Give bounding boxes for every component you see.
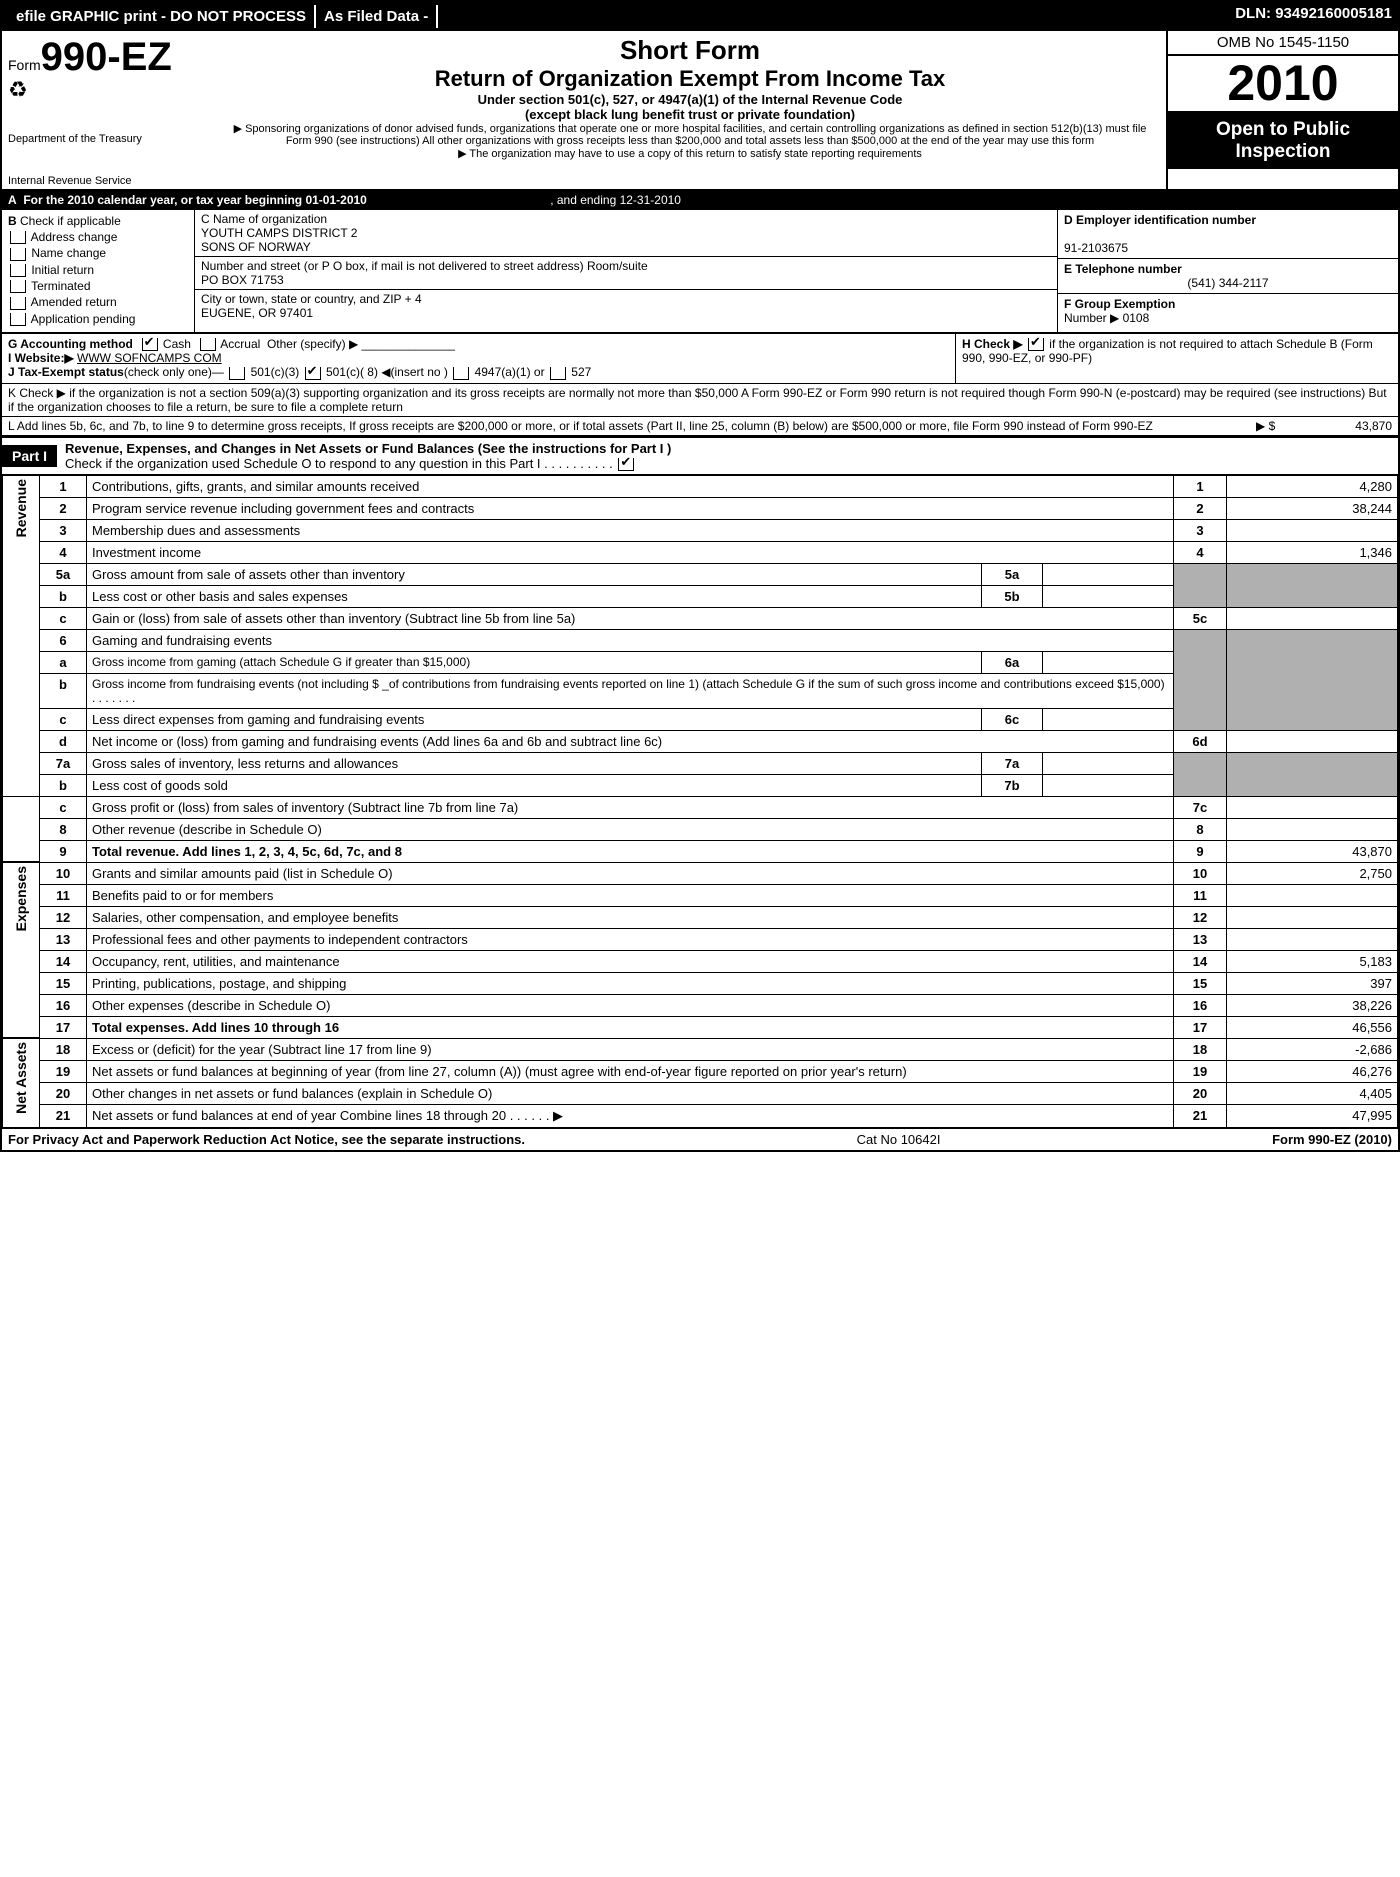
- cb-sched-o[interactable]: [618, 458, 634, 471]
- row-l: L Add lines 5b, 6c, and 7b, to line 9 to…: [2, 417, 1398, 436]
- c-city-label: City or town, state or country, and ZIP …: [201, 292, 1051, 306]
- dln-label: DLN: 93492160005181: [1229, 2, 1398, 31]
- subtitle-1: Under section 501(c), 527, or 4947(a)(1)…: [222, 92, 1158, 107]
- cb-cash[interactable]: [142, 338, 158, 351]
- irs-label: Internal Revenue Service: [8, 175, 208, 187]
- cb-h[interactable]: [1028, 338, 1044, 351]
- cb-pending[interactable]: Application pending: [8, 312, 188, 326]
- org-name: YOUTH CAMPS DISTRICT 2 SONS OF NORWAY: [201, 226, 1051, 254]
- part-1-table: Revenue 1Contributions, gifts, grants, a…: [2, 475, 1398, 1128]
- group-exemption: Number ▶ 0108: [1064, 311, 1149, 325]
- asfiled-label: As Filed Data -: [316, 5, 438, 28]
- org-city: EUGENE, OR 97401: [201, 306, 1051, 320]
- tax-year: 2010: [1168, 56, 1398, 113]
- website[interactable]: WWW SOFNCAMPS COM: [77, 351, 222, 365]
- block-g: G Accounting method Cash Accrual Other (…: [2, 334, 1398, 384]
- omb-number: OMB No 1545-1150: [1168, 31, 1398, 56]
- ein: 91-2103675: [1064, 241, 1128, 255]
- footer: For Privacy Act and Paperwork Reduction …: [2, 1128, 1398, 1150]
- header: Form990-EZ ♻ Department of the Treasury …: [2, 31, 1398, 191]
- cb-amended[interactable]: Amended return: [8, 295, 188, 309]
- form-word: Form: [8, 57, 41, 73]
- cb-terminated[interactable]: Terminated: [8, 279, 188, 293]
- cb-name-change[interactable]: Name change: [8, 246, 188, 260]
- phone: (541) 344-2117: [1064, 276, 1392, 290]
- org-street: PO BOX 71753: [201, 273, 1051, 287]
- cb-initial-return[interactable]: Initial return: [8, 263, 188, 277]
- subtitle-2: (except black lung benefit trust or priv…: [222, 107, 1158, 122]
- open-to-public: Open to Public Inspection: [1168, 113, 1398, 169]
- return-title: Return of Organization Exempt From Incom…: [222, 66, 1158, 92]
- row-k: K Check ▶ if the organization is not a s…: [2, 384, 1398, 417]
- form-number: 990-EZ: [41, 35, 172, 79]
- dept-label: Department of the Treasury: [8, 133, 208, 145]
- form-990ez: efile GRAPHIC print - DO NOT PROCESS As …: [0, 0, 1400, 1152]
- header-note-1: ▶ Sponsoring organizations of donor advi…: [222, 122, 1158, 147]
- efile-label: efile GRAPHIC print - DO NOT PROCESS: [8, 5, 316, 28]
- top-bar: efile GRAPHIC print - DO NOT PROCESS As …: [2, 2, 1398, 31]
- block-bcdef: B Check if applicable Address change Nam…: [2, 210, 1398, 334]
- part-1-header: Part I Revenue, Expenses, and Changes in…: [2, 436, 1398, 475]
- col-d: D Employer identification number91-21036…: [1058, 210, 1398, 332]
- cb-accrual[interactable]: [200, 338, 216, 351]
- recycle-icon: ♻: [8, 77, 208, 103]
- col-c: C Name of organization YOUTH CAMPS DISTR…: [195, 210, 1058, 332]
- c-street-label: Number and street (or P O box, if mail i…: [201, 259, 1051, 273]
- short-form-title: Short Form: [222, 35, 1158, 66]
- c-name-label: C Name of organization: [201, 212, 1051, 226]
- col-b: B Check if applicable Address change Nam…: [2, 210, 195, 332]
- header-note-2: ▶ The organization may have to use a cop…: [222, 147, 1158, 160]
- cb-address-change[interactable]: Address change: [8, 230, 188, 244]
- row-a: A For the 2010 calendar year, or tax yea…: [2, 191, 1398, 210]
